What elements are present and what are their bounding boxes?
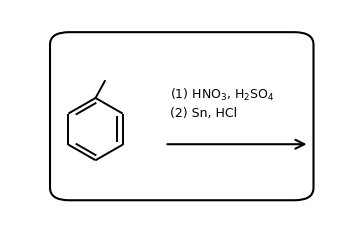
Text: (2) Sn, HCl: (2) Sn, HCl: [170, 106, 237, 120]
Text: (1) HNO$_3$, H$_2$SO$_4$: (1) HNO$_3$, H$_2$SO$_4$: [170, 87, 274, 103]
FancyBboxPatch shape: [50, 32, 314, 200]
